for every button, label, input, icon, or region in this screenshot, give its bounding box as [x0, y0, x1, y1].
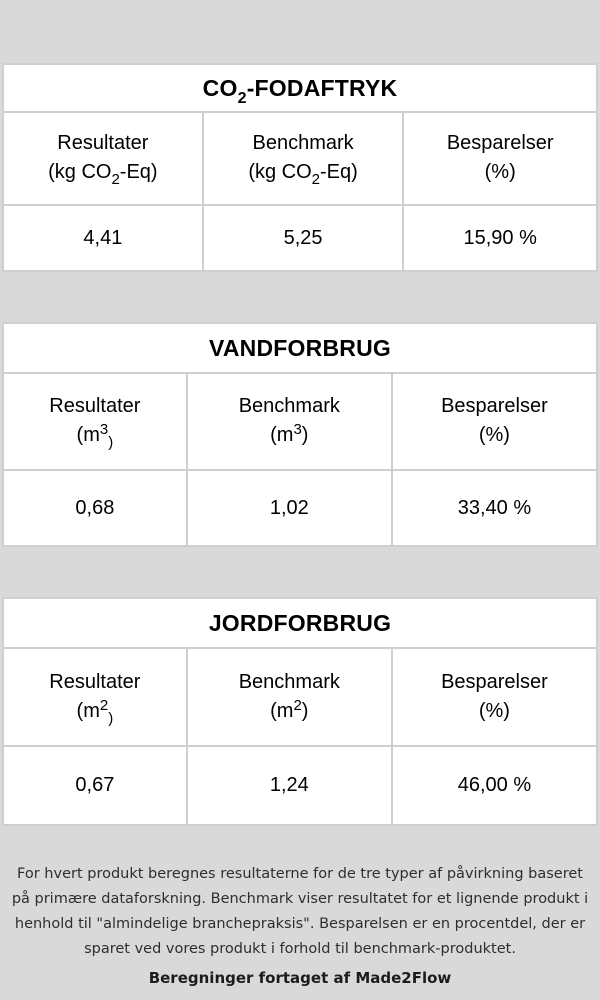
unit-label: (%) [485, 158, 516, 188]
unit-text: ) [301, 424, 309, 446]
title-text: -FODAFTRYK [246, 74, 398, 101]
unit-text: ) [301, 699, 309, 722]
unit-text: (kg CO [248, 161, 312, 183]
unit-superscript: 3 [99, 421, 109, 438]
unit-label: (%) [479, 421, 510, 451]
land-usage-table: JORDFORBRUG Resultater (m2) Benchmark (m… [2, 597, 598, 826]
table-title-row: CO2-FODAFTRYK [4, 65, 596, 113]
unit-text: (m [270, 424, 294, 446]
column-name: Resultater [49, 670, 141, 693]
header-row: Resultater (m2) Benchmark (m2) Besparels… [4, 649, 596, 745]
header-cell-resultater: Resultater (m3) [4, 374, 186, 469]
value-cell-besparelser: 46,00 % [390, 747, 596, 824]
unit-subscript: ) [108, 434, 114, 451]
title-text: CO [202, 74, 238, 101]
value-row: 0,68 1,02 33,40 % [4, 469, 596, 545]
footer-note: For hvert produkt beregnes resultaterne … [0, 862, 600, 987]
unit-text: (%) [484, 161, 516, 183]
table-title: JORDFORBRUG [209, 610, 391, 637]
column-name: Resultater [49, 395, 141, 417]
unit-label: (m3) [270, 421, 308, 451]
table-title: CO2-FODAFTRYK [202, 74, 398, 107]
header-cell-resultater: Resultater (m2) [4, 649, 186, 745]
value-cell-resultater: 4,41 [83, 226, 123, 249]
value-cell-benchmark: 1,02 [185, 471, 391, 545]
header-row: Resultater (kg CO2-Eq) Benchmark (kg CO2… [4, 113, 596, 204]
unit-label: (m3) [77, 421, 114, 451]
header-cell-benchmark: Benchmark (m2) [185, 649, 391, 745]
unit-superscript: 2 [293, 696, 302, 714]
unit-label: (%) [479, 697, 510, 727]
column-name: Besparelser [446, 132, 554, 154]
column-name: Benchmark [238, 395, 340, 417]
value-cell-benchmark: 1,24 [185, 747, 391, 824]
value-cell-resultater: 0,68 [75, 496, 115, 519]
credit-line: Beregninger fortaget af Made2Flow [148, 969, 452, 987]
column-name: Besparelser [441, 395, 548, 417]
co2-footprint-table: CO2-FODAFTRYK Resultater (kg CO2-Eq) Ben… [2, 63, 598, 272]
unit-subscript: ) [108, 709, 114, 727]
value-cell-benchmark: 5,25 [201, 206, 403, 270]
title-text: VANDFORBRUG [209, 334, 391, 361]
value-cell-besparelser: 15,90 % [402, 206, 596, 270]
unit-label: (m2) [77, 697, 114, 727]
column-name: Resultater [57, 132, 149, 154]
unit-text: (%) [478, 699, 510, 722]
unit-subscript: 2 [311, 171, 320, 188]
table-title: VANDFORBRUG [209, 335, 391, 362]
value-row: 0,67 1,24 46,00 % [4, 745, 596, 824]
value-row: 4,41 5,25 15,90 % [4, 204, 596, 270]
table-title-row: VANDFORBRUG [4, 324, 596, 374]
unit-text: (m [76, 699, 100, 722]
header-row: Resultater (m3) Benchmark (m3) Besparels… [4, 374, 596, 469]
value-cell-resultater: 0,67 [75, 774, 115, 796]
header-cell-besparelser: Besparelser (%) [390, 374, 596, 469]
footer-line: For hvert produkt beregnes resultaterne … [17, 866, 583, 882]
table-title-row: JORDFORBRUG [4, 599, 596, 649]
column-name: Benchmark [252, 132, 354, 154]
unit-text: -Eq) [119, 161, 158, 183]
header-cell-resultater: Resultater (kg CO2-Eq) [4, 113, 202, 204]
unit-superscript: 3 [293, 421, 302, 438]
unit-text: (kg CO [48, 161, 112, 183]
header-cell-besparelser: Besparelser (%) [402, 113, 596, 204]
column-name: Benchmark [238, 670, 340, 693]
unit-text: -Eq) [320, 161, 358, 183]
footer-line: henhold til "almindelige branchepraksis"… [14, 916, 586, 932]
header-cell-benchmark: Benchmark (kg CO2-Eq) [201, 113, 403, 204]
value-cell-besparelser: 33,40 % [390, 471, 596, 545]
water-usage-table: VANDFORBRUG Resultater (m3) Benchmark (m… [2, 322, 598, 547]
unit-label: (kg CO2-Eq) [48, 158, 157, 188]
footer-line: på primære dataforskning. Benchmark vise… [11, 891, 589, 907]
column-name: Besparelser [441, 670, 548, 693]
unit-text: (%) [478, 424, 510, 446]
unit-label: (m2) [270, 697, 308, 727]
unit-superscript: 2 [99, 696, 109, 714]
unit-text: (m [76, 424, 100, 446]
unit-text: (m [270, 699, 294, 722]
header-cell-besparelser: Besparelser (%) [390, 649, 596, 745]
unit-label: (kg CO2-Eq) [248, 158, 357, 188]
header-cell-benchmark: Benchmark (m3) [185, 374, 391, 469]
title-subscript: 2 [237, 89, 247, 107]
title-text: JORDFORBRUG [208, 609, 392, 636]
unit-subscript: 2 [111, 171, 120, 188]
footer-line: sparet ved vores produkt i forhold til b… [84, 941, 516, 957]
